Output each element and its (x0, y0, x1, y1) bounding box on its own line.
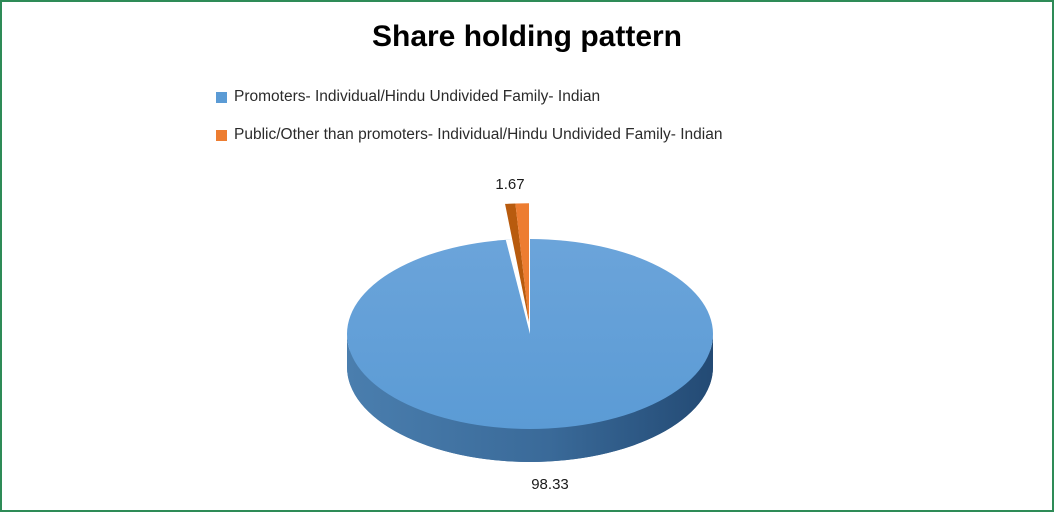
legend-item-promoters: Promoters- Individual/Hindu Undivided Fa… (216, 88, 723, 106)
legend: Promoters- Individual/Hindu Undivided Fa… (216, 88, 723, 164)
chart-title: Share holding pattern (371, 20, 683, 53)
data-label-promoters: 98.33 (531, 476, 569, 493)
legend-label-public: Public/Other than promoters- Individual/… (234, 126, 723, 143)
legend-swatch-promoters (216, 91, 227, 103)
legend-item-public: Public/Other than promoters- Individual/… (216, 126, 723, 144)
legend-swatch-public (216, 129, 227, 141)
data-label-public: 1.67 (495, 176, 525, 193)
legend-label-promoters: Promoters- Individual/Hindu Undivided Fa… (234, 88, 601, 105)
